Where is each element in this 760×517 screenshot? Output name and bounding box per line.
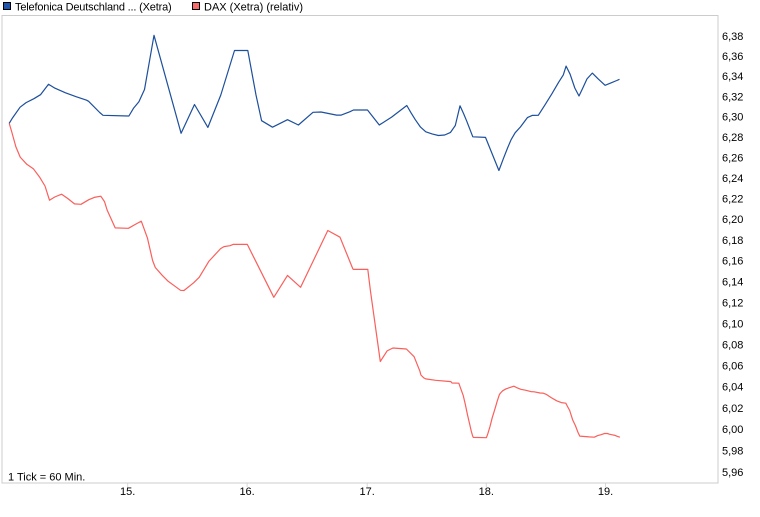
svg-text:16.: 16. (239, 486, 254, 498)
svg-text:6,16: 6,16 (722, 256, 743, 268)
svg-text:6,18: 6,18 (722, 235, 743, 247)
svg-text:6,12: 6,12 (722, 297, 743, 309)
svg-text:6,06: 6,06 (722, 361, 743, 373)
svg-text:6,24: 6,24 (722, 173, 743, 185)
svg-text:6,36: 6,36 (722, 51, 743, 63)
svg-text:6,20: 6,20 (722, 214, 743, 226)
svg-text:5,96: 5,96 (722, 467, 743, 479)
svg-text:6,02: 6,02 (722, 403, 743, 415)
svg-text:6,38: 6,38 (722, 31, 743, 43)
svg-text:6,32: 6,32 (722, 91, 743, 103)
svg-text:18.: 18. (479, 486, 494, 498)
svg-text:1 Tick = 60 Min.: 1 Tick = 60 Min. (8, 472, 85, 484)
svg-text:6,00: 6,00 (722, 424, 743, 436)
svg-text:6,08: 6,08 (722, 339, 743, 351)
svg-text:17.: 17. (360, 486, 375, 498)
svg-text:6,30: 6,30 (722, 112, 743, 124)
svg-text:6,04: 6,04 (722, 382, 743, 394)
svg-text:15.: 15. (120, 486, 135, 498)
svg-text:6,34: 6,34 (722, 71, 743, 83)
svg-text:6,22: 6,22 (722, 194, 743, 206)
svg-text:6,14: 6,14 (722, 277, 743, 289)
svg-text:DAX (Xetra) (relativ): DAX (Xetra) (relativ) (204, 2, 303, 14)
svg-text:19.: 19. (598, 486, 613, 498)
svg-text:5,98: 5,98 (722, 446, 743, 458)
svg-text:6,28: 6,28 (722, 132, 743, 144)
svg-text:6,10: 6,10 (722, 318, 743, 330)
svg-text:6,26: 6,26 (722, 153, 743, 165)
svg-text:Telefonica Deutschland ... (Xe: Telefonica Deutschland ... (Xetra) (15, 2, 172, 14)
